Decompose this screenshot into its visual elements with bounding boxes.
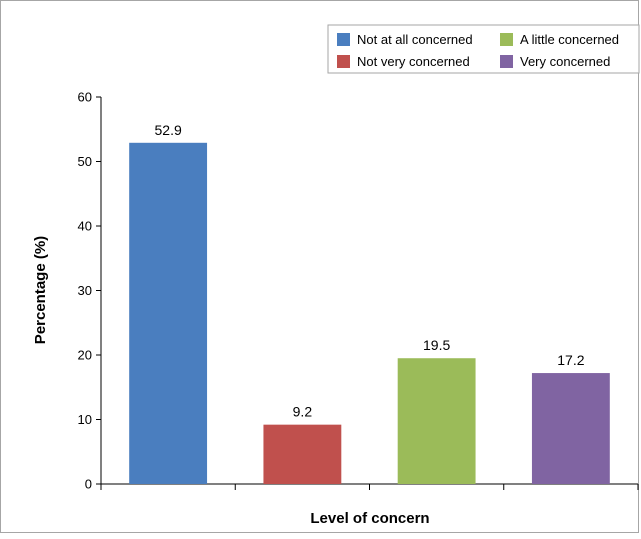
y-tick-label: 60 xyxy=(78,90,92,105)
y-tick-label: 0 xyxy=(85,477,92,492)
y-tick-label: 30 xyxy=(78,283,92,298)
legend-label: Not very concerned xyxy=(357,54,470,69)
y-axis-title: Percentage (%) xyxy=(32,236,49,344)
bar xyxy=(531,373,610,484)
y-tick-label: 50 xyxy=(78,154,92,169)
bar xyxy=(397,358,476,484)
data-label: 9.2 xyxy=(293,404,313,420)
data-label: 19.5 xyxy=(423,337,450,353)
legend-label: A little concerned xyxy=(520,32,619,47)
bar xyxy=(263,424,342,484)
legend-label: Not at all concerned xyxy=(357,32,473,47)
legend-label: Very concerned xyxy=(520,54,610,69)
legend-swatch xyxy=(500,55,513,68)
y-tick-label: 40 xyxy=(78,219,92,234)
x-axis-title: Level of concern xyxy=(310,510,429,527)
y-tick-label: 10 xyxy=(78,412,92,427)
data-label: 17.2 xyxy=(557,352,584,368)
data-labels: 52.9 9.2 19.5 17.2 xyxy=(155,122,585,420)
legend-swatch xyxy=(337,33,350,46)
bar xyxy=(129,142,208,485)
legend-swatch xyxy=(337,55,350,68)
bars xyxy=(129,142,610,485)
legend-swatch xyxy=(500,33,513,46)
legend: Not at all concerned A little concerned No… xyxy=(327,24,640,74)
y-tick-label: 20 xyxy=(78,348,92,363)
data-label: 52.9 xyxy=(155,122,182,138)
legend-box xyxy=(327,24,640,74)
